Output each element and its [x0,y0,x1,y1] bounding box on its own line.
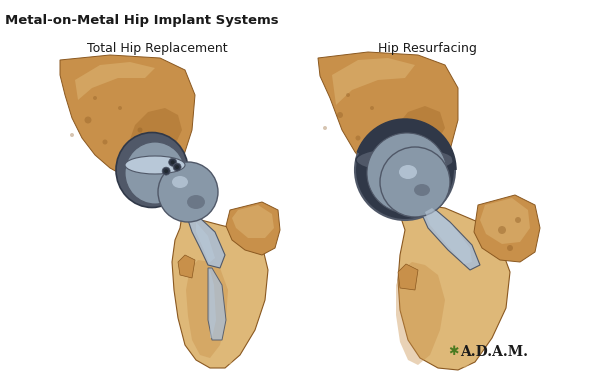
Circle shape [158,162,218,222]
Polygon shape [209,270,216,338]
Circle shape [507,245,513,251]
Circle shape [118,106,122,110]
Polygon shape [186,260,228,358]
Circle shape [370,106,374,110]
Ellipse shape [125,156,185,174]
Polygon shape [232,205,274,238]
Circle shape [392,125,397,131]
Circle shape [169,158,177,166]
Circle shape [356,135,360,141]
Polygon shape [178,255,195,278]
Circle shape [355,120,455,220]
Polygon shape [425,208,472,264]
Circle shape [85,116,91,124]
Circle shape [70,133,74,137]
Polygon shape [196,222,215,263]
Circle shape [162,167,170,175]
Circle shape [173,163,181,171]
Polygon shape [226,202,280,255]
Text: Hip Resurfacing: Hip Resurfacing [378,42,476,55]
Ellipse shape [125,142,185,204]
Polygon shape [388,106,445,162]
Polygon shape [398,264,418,290]
Polygon shape [318,52,458,185]
Circle shape [380,147,450,217]
Polygon shape [450,215,505,368]
Polygon shape [225,230,265,365]
Polygon shape [60,55,195,182]
Ellipse shape [187,195,205,209]
Circle shape [138,128,142,132]
Circle shape [103,140,107,144]
Ellipse shape [399,165,417,179]
Polygon shape [75,62,155,100]
Circle shape [346,93,350,97]
Polygon shape [388,200,510,370]
Circle shape [367,133,447,213]
Circle shape [171,160,174,164]
Polygon shape [128,108,182,160]
Circle shape [93,96,97,100]
Polygon shape [480,198,530,244]
Circle shape [337,112,343,118]
Polygon shape [420,205,480,270]
Ellipse shape [116,132,188,208]
Circle shape [515,217,521,223]
Text: Total Hip Replacement: Total Hip Replacement [87,42,227,55]
Polygon shape [474,195,540,262]
Polygon shape [188,218,225,268]
Circle shape [164,169,168,173]
Polygon shape [172,215,268,368]
Circle shape [498,226,506,234]
Ellipse shape [172,176,188,188]
Ellipse shape [414,184,430,196]
Circle shape [175,165,179,169]
Text: ✱: ✱ [448,345,459,358]
Polygon shape [332,58,415,105]
Polygon shape [208,268,226,340]
Text: A.D.A.M.: A.D.A.M. [460,345,528,359]
Ellipse shape [356,148,454,173]
Circle shape [323,126,327,130]
Polygon shape [396,262,445,365]
Text: Metal-on-Metal Hip Implant Systems: Metal-on-Metal Hip Implant Systems [5,14,279,27]
